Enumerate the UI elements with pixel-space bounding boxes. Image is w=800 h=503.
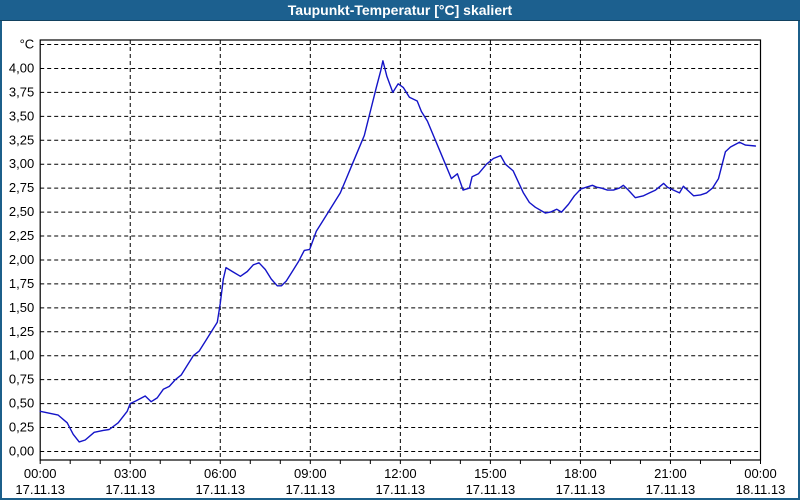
svg-text:17.11.13: 17.11.13	[466, 482, 516, 497]
svg-text:17.11.13: 17.11.13	[105, 482, 155, 497]
svg-text:0,50: 0,50	[9, 396, 34, 411]
svg-text:17.11.13: 17.11.13	[556, 482, 606, 497]
svg-text:03:00: 03:00	[114, 466, 147, 481]
svg-text:1,00: 1,00	[9, 348, 34, 363]
svg-text:°C: °C	[20, 37, 35, 52]
svg-text:00:00: 00:00	[24, 466, 57, 481]
svg-text:0,25: 0,25	[9, 420, 34, 435]
svg-text:1,25: 1,25	[9, 324, 34, 339]
svg-text:1,50: 1,50	[9, 300, 34, 315]
svg-text:06:00: 06:00	[204, 466, 237, 481]
svg-text:0,75: 0,75	[9, 372, 34, 387]
svg-text:3,25: 3,25	[9, 132, 34, 147]
svg-text:0,00: 0,00	[9, 444, 34, 459]
svg-text:17.11.13: 17.11.13	[15, 482, 65, 497]
svg-text:2,25: 2,25	[9, 228, 34, 243]
svg-text:1,75: 1,75	[9, 276, 34, 291]
svg-text:17.11.13: 17.11.13	[195, 482, 245, 497]
svg-text:12:00: 12:00	[384, 466, 417, 481]
svg-text:09:00: 09:00	[294, 466, 327, 481]
svg-text:17.11.13: 17.11.13	[376, 482, 426, 497]
svg-text:00:00: 00:00	[744, 466, 777, 481]
svg-text:21:00: 21:00	[654, 466, 687, 481]
svg-text:2,00: 2,00	[9, 252, 34, 267]
svg-text:18:00: 18:00	[564, 466, 597, 481]
svg-text:3,75: 3,75	[9, 84, 34, 99]
svg-text:17.11.13: 17.11.13	[646, 482, 696, 497]
svg-text:15:00: 15:00	[474, 466, 507, 481]
svg-text:3,00: 3,00	[9, 156, 34, 171]
svg-text:18.11.13: 18.11.13	[736, 482, 786, 497]
svg-text:2,75: 2,75	[9, 180, 34, 195]
svg-text:2,50: 2,50	[9, 204, 34, 219]
svg-text:17.11.13: 17.11.13	[285, 482, 335, 497]
svg-text:4,00: 4,00	[9, 60, 34, 75]
svg-text:3,50: 3,50	[9, 108, 34, 123]
